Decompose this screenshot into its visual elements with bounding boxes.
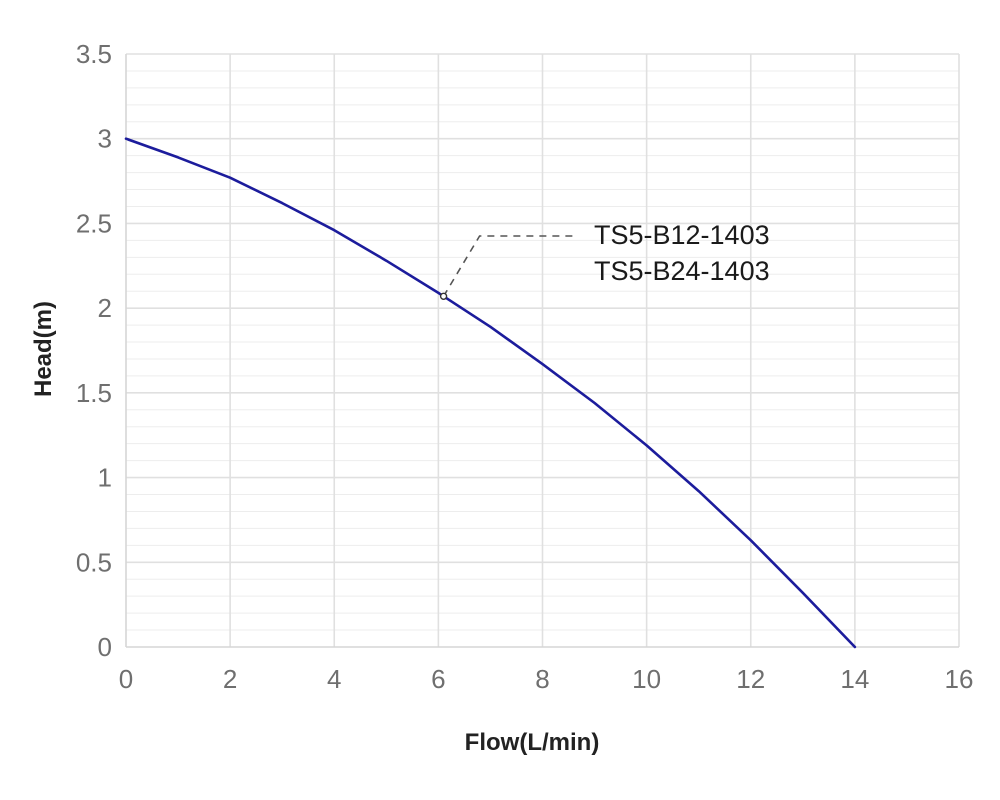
y-tick-label: 2 [98,293,112,323]
x-tick-label: 0 [119,664,133,694]
x-tick-label: 8 [535,664,549,694]
x-tick-label: 4 [327,664,341,694]
y-tick-label: 2.5 [76,208,112,238]
y-tick-label: 3 [98,124,112,154]
x-axis-title: Flow(L/min) [465,729,600,756]
major-gridlines [126,53,960,647]
x-tick-label: 12 [736,664,765,694]
y-tick-label: 0 [98,632,112,662]
annotation-group: TS5-B12-1403 TS5-B24-1403 [439,220,770,300]
annotation-label-1: TS5-B12-1403 [594,220,770,250]
x-tick-label: 14 [840,664,869,694]
y-tick-label: 1.5 [76,378,112,408]
annotation-label-2: TS5-B24-1403 [594,256,770,286]
x-tick-label: 6 [431,664,445,694]
x-tick-label: 16 [945,664,974,694]
y-tick-label: 1 [98,463,112,493]
y-tick-label: 0.5 [76,547,112,577]
series-group [124,137,857,649]
annotation-marker [439,292,448,300]
x-tick-labels: 0 2 4 6 8 10 12 14 16 [119,664,974,694]
x-tick-label: 2 [223,664,237,694]
series-line [124,137,857,649]
axes [125,54,959,648]
y-tick-labels: 0 0.5 1 1.5 2 2.5 3 3.5 [76,39,112,662]
y-tick-label: 3.5 [76,39,112,69]
x-tick-label: 10 [632,664,661,694]
y-axis-title: Head(m) [30,301,57,397]
annotation-leader-line [442,235,578,297]
